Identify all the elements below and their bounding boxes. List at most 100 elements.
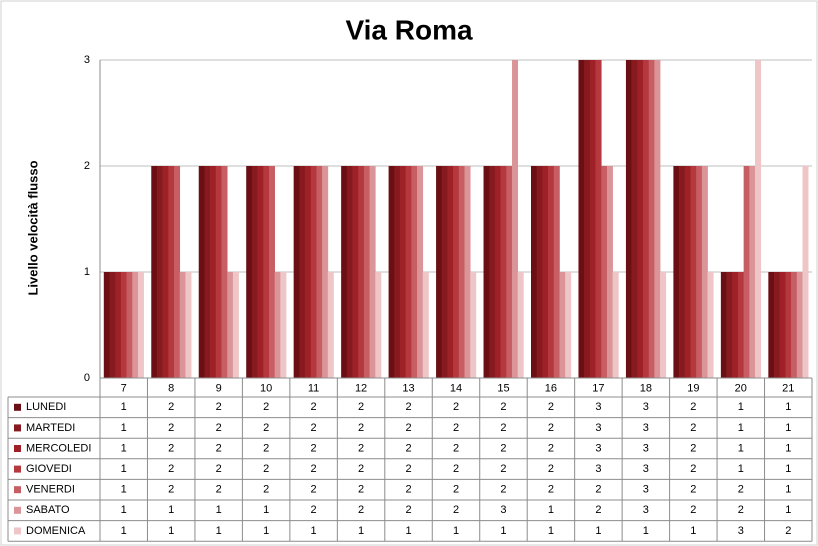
- bar: [268, 166, 275, 378]
- table-value: 2: [405, 442, 411, 454]
- bar: [595, 60, 602, 378]
- bar: [464, 166, 471, 378]
- table-value: 2: [311, 504, 317, 516]
- table-value: 2: [453, 422, 459, 434]
- table-value: 1: [738, 422, 744, 434]
- table-value: 2: [311, 484, 317, 496]
- legend-swatch: [14, 486, 21, 494]
- y-axis-label: Livello velocità flusso: [25, 160, 40, 295]
- bar: [696, 166, 703, 378]
- table-value: 1: [216, 504, 222, 516]
- legend-swatch: [14, 445, 21, 452]
- table-value: 1: [785, 463, 791, 475]
- bar: [530, 166, 537, 378]
- table-value: 2: [216, 442, 222, 454]
- bar: [274, 272, 281, 378]
- bar: [654, 60, 661, 378]
- bar: [589, 60, 596, 378]
- x-tick-label: 9: [216, 382, 222, 394]
- bar: [512, 60, 519, 378]
- bar: [120, 272, 127, 378]
- table-value: 2: [358, 484, 364, 496]
- table-value: 1: [595, 525, 601, 537]
- table-value: 2: [453, 484, 459, 496]
- bar: [578, 60, 585, 378]
- legend-label: SABATO: [26, 504, 70, 516]
- bar: [660, 272, 667, 378]
- bar: [565, 272, 572, 378]
- x-tick-label: 16: [545, 382, 557, 394]
- bar: [690, 166, 697, 378]
- legend-swatch: [14, 527, 21, 535]
- table-value: 2: [311, 401, 317, 413]
- bar: [755, 60, 762, 378]
- bar: [179, 272, 186, 378]
- bar: [458, 166, 465, 378]
- table-value: 2: [690, 463, 696, 475]
- table-value: 2: [690, 422, 696, 434]
- table-value: 2: [168, 401, 174, 413]
- table-value: 1: [643, 525, 649, 537]
- legend-label: MARTEDI: [26, 422, 75, 434]
- bar: [293, 166, 300, 378]
- bar: [648, 60, 655, 378]
- table-value: 2: [500, 401, 506, 413]
- bar: [489, 166, 496, 378]
- bar: [673, 166, 680, 378]
- bar: [553, 166, 560, 378]
- legend-swatch: [14, 403, 21, 411]
- table-value: 1: [738, 442, 744, 454]
- table-value: 2: [168, 422, 174, 434]
- bar: [411, 166, 418, 378]
- table-value: 3: [643, 442, 649, 454]
- bar: [548, 166, 555, 378]
- table-value: 2: [500, 422, 506, 434]
- table-value: 3: [500, 504, 506, 516]
- table-value: 2: [358, 401, 364, 413]
- x-tick-label: 14: [450, 382, 462, 394]
- table-value: 2: [548, 463, 554, 475]
- table-value: 1: [548, 525, 554, 537]
- table-value: 1: [405, 525, 411, 537]
- bar: [768, 272, 775, 378]
- table-value: 2: [453, 463, 459, 475]
- table-value: 1: [263, 525, 269, 537]
- table-value: 1: [121, 525, 127, 537]
- table-value: 3: [595, 422, 601, 434]
- legend-label: MERCOLEDI: [26, 442, 91, 454]
- table-value: 2: [548, 422, 554, 434]
- table-value: 3: [643, 463, 649, 475]
- bar: [137, 272, 144, 378]
- legend-label: LUNEDI: [26, 401, 66, 413]
- table-value: 2: [405, 401, 411, 413]
- legend-swatch: [14, 506, 21, 514]
- bar: [352, 166, 359, 378]
- table-value: 3: [595, 401, 601, 413]
- table-value: 2: [738, 504, 744, 516]
- table-value: 1: [785, 422, 791, 434]
- chart-title: Via Roma: [345, 14, 473, 45]
- bar: [322, 166, 329, 378]
- bar: [221, 166, 228, 378]
- table-value: 2: [216, 484, 222, 496]
- table-value: 1: [263, 504, 269, 516]
- bar: [542, 166, 549, 378]
- x-tick-label: 11: [308, 382, 319, 394]
- table-value: 2: [216, 463, 222, 475]
- x-tick-label: 20: [735, 382, 747, 394]
- table-value: 2: [311, 422, 317, 434]
- table-value: 3: [643, 401, 649, 413]
- table-value: 1: [311, 525, 317, 537]
- bar: [737, 272, 744, 378]
- bar: [126, 272, 133, 378]
- legend-label: VENERDI: [26, 484, 75, 496]
- table-value: 1: [121, 463, 127, 475]
- bar: [506, 166, 513, 378]
- table-value: 2: [500, 442, 506, 454]
- bar: [422, 272, 429, 378]
- table-value: 2: [405, 484, 411, 496]
- bar: [151, 166, 158, 378]
- table-value: 2: [358, 463, 364, 475]
- bar: [388, 166, 395, 378]
- bar: [375, 272, 382, 378]
